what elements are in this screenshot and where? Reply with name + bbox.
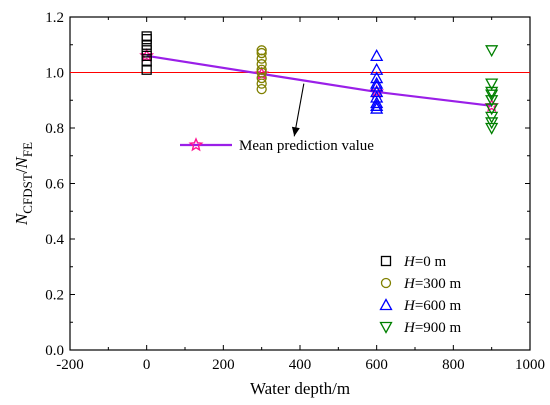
data-point — [141, 39, 152, 50]
legend-label-italic: H — [403, 298, 416, 314]
data-point — [370, 71, 384, 84]
legend-label-italic: H — [403, 254, 416, 270]
x-tick-label: 600 — [365, 357, 388, 373]
data-point — [370, 98, 384, 111]
data-point — [370, 49, 384, 61]
y-tick-label: 0.8 — [45, 121, 64, 137]
x-tick-label: -200 — [56, 357, 84, 373]
data-point — [485, 78, 499, 91]
data-point — [256, 59, 267, 70]
x-tick-label: 0 — [143, 357, 151, 373]
data-point — [141, 34, 152, 45]
series-0 — [141, 31, 152, 75]
data-point — [485, 95, 499, 108]
y-axis-label-n2: N — [12, 155, 31, 169]
data-point — [256, 47, 267, 59]
y-tick-label: 0.2 — [45, 288, 64, 304]
mean-prediction-annotation: Mean prediction value — [180, 83, 374, 154]
data-point — [256, 84, 267, 95]
data-point — [256, 67, 267, 78]
legend-label-rest: =600 m — [415, 298, 462, 314]
mean-prediction-line — [139, 48, 500, 113]
legend-label: H=0 m — [403, 254, 447, 270]
y-tick-label: 0.0 — [45, 343, 64, 359]
legend-label-rest: =900 m — [415, 320, 462, 336]
legend-item: H=0 m — [380, 254, 447, 270]
legend-marker — [379, 321, 393, 334]
x-tick-label: 1000 — [515, 357, 545, 373]
x-axis-ticks: -200 0 200 400 600 800 1000 — [56, 17, 545, 373]
data-point — [141, 50, 152, 61]
y-tick-label: 1.0 — [45, 66, 64, 82]
data-point — [141, 31, 152, 42]
x-axis-label: Water depth/m — [250, 379, 350, 398]
legend: H=0 mH=300 mH=600 mH=900 m — [379, 254, 462, 336]
annotation-arrow-head — [291, 126, 300, 137]
data-points — [141, 31, 499, 135]
legend-label-italic: H — [403, 320, 416, 336]
legend-marker — [379, 298, 393, 311]
legend-label: H=300 m — [403, 276, 462, 292]
y-tick-label: 0.4 — [45, 232, 64, 248]
data-point — [256, 78, 267, 89]
data-point — [485, 103, 499, 116]
y-tick-label: 0.6 — [45, 177, 64, 193]
y-axis-label-sub2: FE — [20, 142, 35, 157]
data-point — [141, 45, 152, 56]
data-point — [370, 62, 384, 75]
y-tick-label: 1.2 — [45, 10, 64, 26]
mean-prediction-path — [146, 54, 492, 107]
data-point — [141, 56, 152, 67]
y-axis-label-sub1: CFDST — [20, 173, 35, 214]
x-tick-label: 200 — [212, 357, 235, 373]
data-point — [256, 72, 267, 84]
x-tick-label: 800 — [442, 357, 465, 373]
data-point — [485, 111, 499, 124]
legend-item: H=600 m — [379, 298, 462, 314]
data-point — [256, 45, 267, 56]
legend-marker — [380, 255, 392, 267]
legend-label: H=600 m — [403, 298, 462, 314]
legend-label-rest: =0 m — [415, 254, 447, 270]
data-point — [485, 45, 499, 58]
annotation-star-sample — [188, 137, 204, 152]
data-point — [485, 117, 499, 130]
series-2 — [370, 49, 384, 114]
data-point — [141, 64, 152, 75]
legend-item: H=900 m — [379, 320, 462, 336]
data-point — [256, 53, 267, 64]
x-tick-label: 400 — [289, 357, 312, 373]
data-point — [370, 79, 384, 92]
series-1 — [256, 45, 267, 95]
y-axis-ticks: 0.0 0.2 0.4 0.6 0.8 1.0 1.2 — [45, 10, 530, 359]
legend-item: H=300 m — [380, 276, 462, 292]
series-3 — [485, 45, 499, 135]
legend-label-rest: =300 m — [415, 276, 462, 292]
y-axis-label-slash: / — [12, 168, 31, 173]
y-axis-label-n1: N — [12, 212, 31, 226]
data-point — [485, 86, 499, 99]
data-point — [256, 64, 267, 75]
legend-label: H=900 m — [403, 320, 462, 336]
legend-marker — [380, 277, 392, 289]
y-axis-label: NCFDST/NFE — [12, 142, 35, 226]
annotation-label: Mean prediction value — [239, 138, 374, 154]
legend-label-italic: H — [403, 276, 416, 292]
